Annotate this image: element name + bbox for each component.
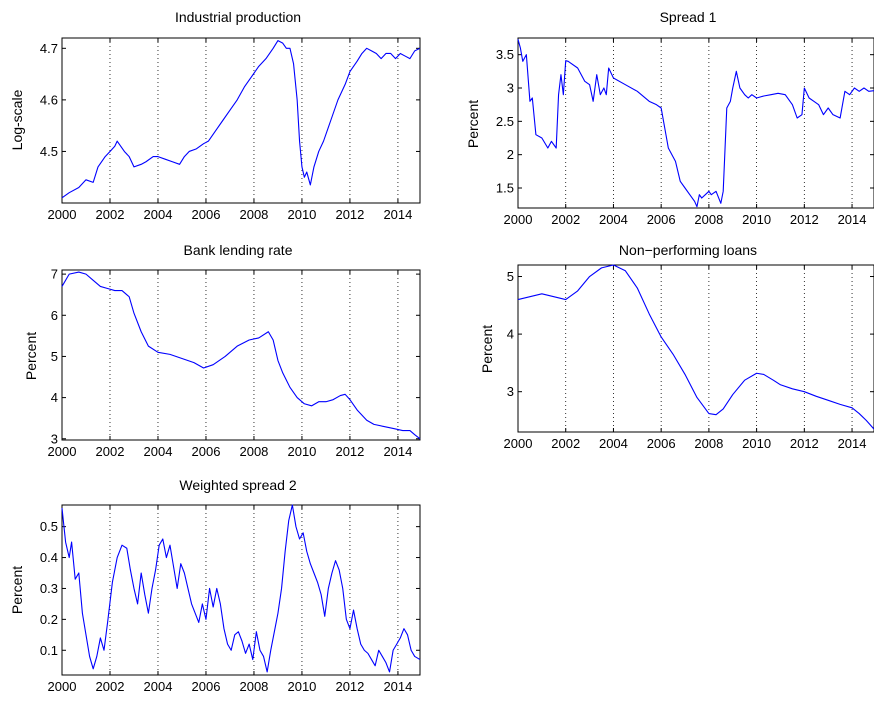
x-tick-label: 2010: [287, 207, 316, 222]
y-tick-label: 0.5: [40, 519, 58, 534]
y-tick-label: 7: [51, 267, 58, 282]
x-tick-label: 2014: [383, 207, 412, 222]
y-tick-label: 4: [507, 327, 514, 342]
x-tick-label: 2010: [287, 679, 316, 694]
x-tick-label: 2004: [144, 444, 173, 459]
panel-bank-lending-rate: Bank lending rate Percent 2000 2002 2004 20…: [23, 242, 421, 459]
x-tick-label: 2012: [335, 207, 364, 222]
panel-title: Spread 1: [660, 9, 717, 25]
x-tick-label: 2012: [790, 212, 819, 227]
x-tick-label: 2004: [599, 212, 628, 227]
x-tick-label: 2000: [504, 436, 533, 451]
x-tick-label: 2014: [383, 679, 412, 694]
y-axis-label: Percent: [9, 566, 25, 614]
y-tick-label: 3: [507, 81, 514, 96]
y-tick-label: 5: [51, 349, 58, 364]
x-tick-label: 2008: [694, 436, 723, 451]
y-tick-label: 4.6: [40, 92, 58, 107]
x-tick-label: 2012: [335, 444, 364, 459]
y-tick-label: 4.5: [40, 144, 58, 159]
panel-non-performing-loans: Non−performing loans Percent 2000 2002 200…: [479, 242, 874, 451]
plot-area: [517, 37, 874, 209]
y-tick-label: 0.3: [40, 581, 58, 596]
y-axis-label: Percent: [479, 325, 495, 373]
plot-area: [61, 504, 421, 676]
x-tick-label: 2000: [48, 444, 77, 459]
x-tick-label: 2014: [838, 212, 867, 227]
x-tick-label: 2012: [790, 436, 819, 451]
x-tick-label: 2004: [144, 207, 173, 222]
x-tick-label: 2000: [48, 207, 77, 222]
x-tick-label: 2002: [96, 679, 125, 694]
panel-spread-1: Spread 1 Percent 2000 2002 2004 2006 2008 201…: [465, 9, 874, 227]
y-tick-label: 6: [51, 308, 58, 323]
y-tick-label: 4.7: [40, 41, 58, 56]
y-tick-label: 0.1: [40, 643, 58, 658]
y-axis-label: Percent: [465, 100, 481, 148]
x-tick-label: 2000: [48, 679, 77, 694]
series-line: [61, 271, 421, 440]
panel-weighted-spread-2: Weighted spread 2 Percent 2000 2002 2004 20…: [9, 477, 421, 694]
y-tick-label: 5: [507, 269, 514, 284]
x-tick-label: 2008: [239, 207, 268, 222]
x-tick-label: 2004: [144, 679, 173, 694]
series-line: [61, 504, 421, 673]
panel-title: Weighted spread 2: [179, 477, 296, 493]
x-tick-label: 2008: [239, 444, 268, 459]
plot-area: [61, 269, 421, 441]
y-axis-label: Log-scale: [9, 89, 25, 150]
x-tick-label: 2010: [287, 444, 316, 459]
panel-industrial-production: Industrial production Log-scale 2000 2002…: [9, 9, 421, 222]
x-tick-label: 2014: [383, 444, 412, 459]
x-tick-label: 2008: [239, 679, 268, 694]
x-tick-label: 2002: [551, 436, 580, 451]
x-tick-label: 2006: [192, 207, 221, 222]
x-tick-label: 2010: [742, 212, 771, 227]
y-tick-label: 4: [51, 390, 58, 405]
x-tick-label: 2008: [694, 212, 723, 227]
x-tick-label: 2014: [838, 436, 867, 451]
y-tick-label: 0.2: [40, 612, 58, 627]
y-tick-label: 3: [507, 384, 514, 399]
x-tick-label: 2010: [742, 436, 771, 451]
y-tick-label: 2: [507, 147, 514, 162]
x-tick-label: 2006: [647, 436, 676, 451]
y-tick-label: 3.5: [496, 47, 514, 62]
x-tick-label: 2006: [192, 679, 221, 694]
x-tick-label: 2002: [551, 212, 580, 227]
y-tick-label: 3: [51, 431, 58, 446]
plot-area: [61, 37, 421, 204]
x-tick-label: 2002: [96, 207, 125, 222]
x-tick-label: 2006: [192, 444, 221, 459]
x-tick-label: 2012: [335, 679, 364, 694]
x-tick-label: 2002: [96, 444, 125, 459]
plot-area: [517, 264, 874, 433]
panel-title: Industrial production: [175, 9, 301, 25]
y-tick-label: 0.4: [40, 550, 58, 565]
y-axis-label: Percent: [23, 332, 39, 380]
series-line: [517, 39, 874, 208]
y-tick-label: 2.5: [496, 114, 514, 129]
series-line: [517, 264, 874, 430]
panel-title: Bank lending rate: [184, 242, 293, 258]
x-tick-label: 2000: [504, 212, 533, 227]
x-tick-label: 2006: [647, 212, 676, 227]
series-line: [61, 40, 421, 199]
panel-title: Non−performing loans: [619, 242, 757, 258]
x-tick-label: 2004: [599, 436, 628, 451]
y-tick-label: 1.5: [496, 181, 514, 196]
